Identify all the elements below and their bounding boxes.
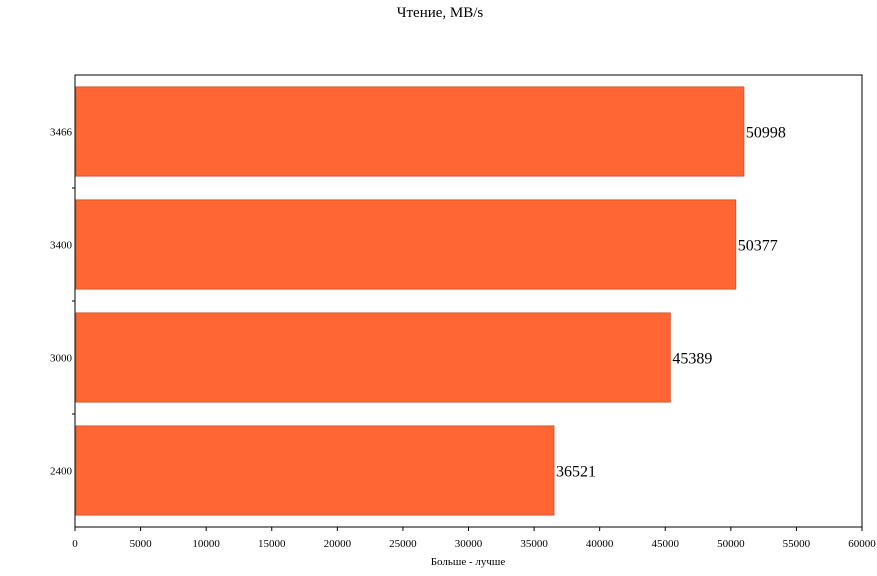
x-tick-label-50000: 50000 [717,538,745,550]
x-tick-label-0: 0 [72,538,78,550]
x-tick-label-5000: 5000 [130,538,153,550]
bar-3000 [75,312,671,403]
x-axis: 0 5000 10000 15000 20000 25000 30000 35000 40000… [72,527,876,550]
x-tick-label-55000: 55000 [783,538,811,550]
y-tick-label-2400: 2400 [50,466,73,478]
bar-2400 [75,425,555,516]
data-label-3400: 50377 [738,238,778,255]
x-tick-label-10000: 10000 [192,538,220,550]
x-tick-label-30000: 30000 [455,538,483,550]
chart-title: Чтение, MB/s [397,5,484,21]
x-tick-label-25000: 25000 [389,538,417,550]
x-tick-label-35000: 35000 [520,538,548,550]
data-label-3466: 50998 [746,125,786,142]
x-tick-label-40000: 40000 [586,538,614,550]
data-label-3000: 45389 [672,351,712,368]
y-tick-label-3466: 3466 [50,127,73,139]
x-axis-label: Больше - лучше [431,556,506,568]
y-axis: 3466 3400 3000 2400 [50,127,75,478]
bar-3400 [75,199,737,290]
bars-layer: 50998 50377 45389 36521 [75,86,786,516]
x-tick-label-60000: 60000 [848,538,876,550]
data-label-2400: 36521 [556,464,596,481]
x-tick-label-45000: 45000 [652,538,680,550]
y-tick-label-3000: 3000 [50,353,73,365]
y-tick-label-3400: 3400 [50,240,73,252]
bar-3466 [75,86,745,177]
x-tick-label-20000: 20000 [324,538,352,550]
x-tick-label-15000: 15000 [258,538,286,550]
